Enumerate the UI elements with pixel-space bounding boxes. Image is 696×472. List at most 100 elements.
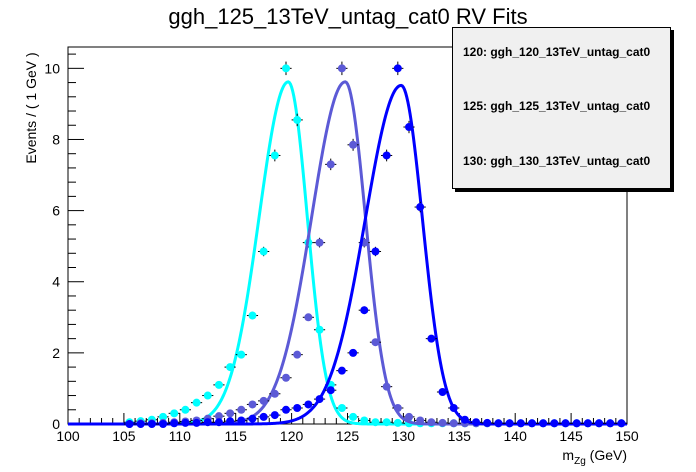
data-point — [337, 366, 346, 375]
data-point — [226, 417, 235, 426]
data-point — [226, 409, 235, 418]
data-point — [237, 350, 246, 359]
data-point — [438, 387, 447, 396]
data-point — [259, 396, 268, 405]
x-tick-label: 135 — [448, 428, 472, 444]
chart-title: ggh_125_13TeV_untag_cat0 RV Fits — [168, 4, 528, 29]
data-point — [259, 247, 268, 256]
y-axis-label: Events / ( 1 GeV ) — [23, 52, 39, 163]
data-point — [125, 420, 134, 428]
data-point — [237, 416, 246, 425]
data-point — [572, 419, 581, 428]
data-point — [516, 419, 525, 428]
data-point — [270, 151, 279, 160]
data-point — [282, 64, 291, 73]
data-point — [550, 419, 559, 428]
data-point — [170, 419, 179, 428]
data-point — [282, 373, 291, 382]
data-point — [304, 313, 313, 322]
data-point — [527, 419, 536, 428]
x-tick-label: 110 — [169, 428, 192, 444]
data-point — [360, 416, 369, 425]
x-tick-label: 140 — [504, 428, 528, 444]
x-tick-label: 105 — [112, 428, 136, 444]
x-axis-label: mZg (GeV) — [562, 447, 627, 467]
data-point — [404, 123, 413, 132]
data-point — [427, 334, 436, 343]
data-point — [181, 418, 190, 427]
data-point — [393, 418, 402, 427]
data-point — [539, 419, 548, 428]
data-point — [214, 418, 223, 427]
data-point — [203, 391, 212, 400]
x-tick-label: 115 — [225, 428, 248, 444]
data-point — [337, 403, 346, 412]
data-point — [293, 115, 302, 124]
data-point — [270, 411, 279, 420]
y-tick-label: 8 — [52, 131, 60, 147]
data-point — [203, 418, 212, 427]
y-tick-label: 6 — [52, 203, 60, 219]
data-point — [404, 412, 413, 421]
data-point — [349, 140, 358, 149]
data-point — [248, 400, 257, 409]
data-point — [371, 338, 380, 347]
data-point — [393, 403, 402, 412]
data-point — [170, 409, 179, 418]
data-point — [505, 419, 514, 428]
x-tick-label: 100 — [56, 428, 80, 444]
data-point — [337, 64, 346, 73]
x-tick-label: 130 — [392, 428, 416, 444]
data-point — [136, 420, 145, 428]
data-point — [147, 420, 156, 428]
data-point — [304, 400, 313, 409]
data-point — [393, 64, 402, 73]
data-point — [561, 419, 570, 428]
data-point — [427, 418, 436, 427]
data-point — [460, 415, 469, 424]
data-point — [259, 412, 268, 421]
data-point — [293, 350, 302, 359]
x-tick-label: 145 — [559, 428, 583, 444]
data-point — [371, 247, 380, 256]
data-point — [371, 418, 380, 427]
data-point — [382, 151, 391, 160]
data-point — [449, 403, 458, 412]
data-point — [248, 414, 257, 423]
data-point — [159, 412, 168, 421]
data-point — [326, 386, 335, 395]
data-point — [349, 348, 358, 357]
data-point — [349, 412, 358, 421]
data-point — [360, 306, 369, 315]
y-tick-label: 10 — [44, 60, 60, 76]
data-point — [472, 418, 481, 427]
data-point — [282, 405, 291, 414]
data-point — [382, 382, 391, 391]
data-point — [416, 416, 425, 425]
x-tick-label: 125 — [336, 428, 360, 444]
data-point — [595, 419, 604, 428]
data-point — [226, 363, 235, 372]
y-tick-label: 0 — [52, 416, 60, 432]
data-point — [617, 419, 626, 428]
data-point — [192, 398, 201, 407]
data-point — [315, 325, 324, 334]
data-point — [449, 419, 458, 428]
data-point — [382, 418, 391, 427]
data-point — [181, 405, 190, 414]
data-point — [483, 418, 492, 427]
data-point — [270, 389, 279, 398]
y-tick-label: 4 — [52, 274, 60, 290]
y-tick-label: 2 — [52, 345, 60, 361]
legend: 120: ggh_120_13TeV_untag_cat0 125: ggh_1… — [452, 27, 671, 189]
data-point — [326, 160, 335, 169]
data-point — [416, 203, 425, 212]
data-point — [315, 395, 324, 404]
data-point — [192, 418, 201, 427]
data-point — [293, 403, 302, 412]
legend-entry-130: 130: ggh_130_13TeV_untag_cat0 — [463, 154, 651, 168]
data-point — [315, 238, 324, 247]
legend-entry-125: 125: ggh_125_13TeV_untag_cat0 — [463, 99, 651, 113]
